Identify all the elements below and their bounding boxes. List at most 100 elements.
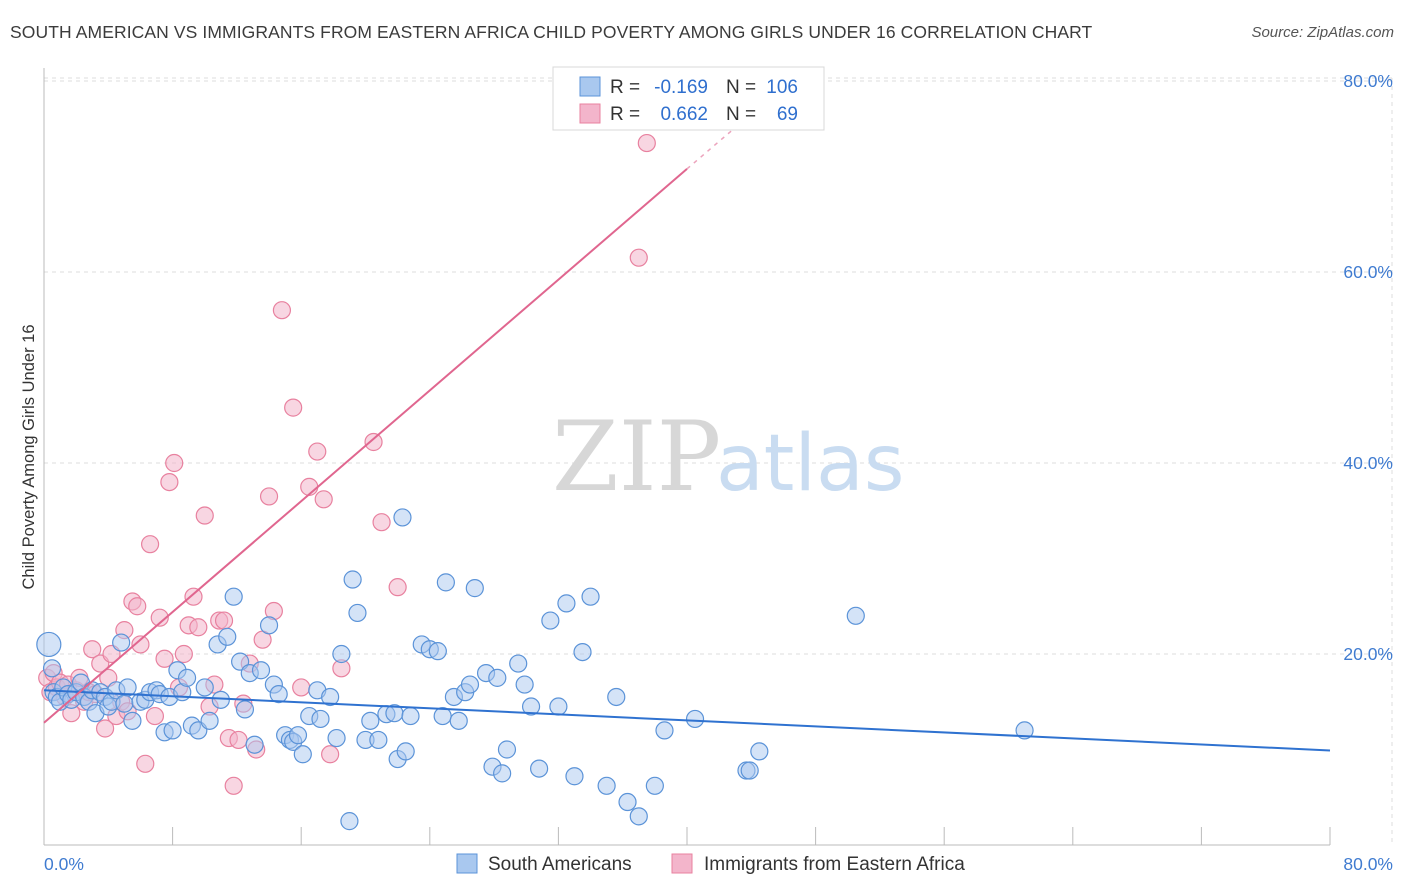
source-credit: Source: ZipAtlas.com: [1251, 24, 1394, 41]
point-south-americans: [597, 776, 616, 795]
point-south-americans: [332, 644, 351, 664]
point-eastern-africa: [165, 453, 184, 473]
legend-r-value-1: -0.169: [654, 77, 708, 98]
point-south-americans: [655, 721, 674, 740]
point-south-americans: [549, 697, 568, 716]
point-eastern-africa: [136, 754, 155, 773]
point-eastern-africa: [224, 776, 243, 795]
point-south-americans: [618, 792, 637, 812]
point-south-americans: [573, 642, 592, 662]
point-eastern-africa: [259, 487, 279, 506]
point-south-americans: [521, 697, 541, 716]
y-tick-labels: 20.0% 40.0% 60.0% 80.0%: [1343, 71, 1393, 664]
point-south-americans: [581, 587, 600, 606]
point-eastern-africa: [388, 578, 407, 597]
point-south-americans: [750, 742, 769, 761]
point-eastern-africa: [145, 706, 165, 726]
point-south-americans: [269, 685, 288, 704]
point-eastern-africa: [300, 477, 319, 496]
point-south-americans: [200, 711, 219, 730]
point-south-americans: [515, 675, 534, 694]
point-eastern-africa: [189, 618, 208, 637]
watermark: ZIP atlas: [552, 401, 905, 513]
point-eastern-africa: [284, 398, 303, 417]
point-eastern-africa: [637, 133, 656, 153]
x-tick-label: 0.0%: [44, 854, 84, 874]
legend-r-label-1: R =: [610, 77, 640, 98]
point-eastern-africa: [95, 719, 115, 738]
chart-title: SOUTH AMERICAN VS IMMIGRANTS FROM EASTER…: [10, 22, 1093, 42]
point-eastern-africa: [155, 649, 174, 668]
point-south-americans: [401, 706, 420, 726]
point-south-americans: [396, 742, 415, 761]
y-tick-label: 20.0%: [1343, 644, 1393, 664]
point-eastern-africa: [308, 442, 327, 461]
watermark-atlas: atlas: [716, 419, 905, 509]
legend-swatch-pink: [579, 103, 601, 124]
point-eastern-africa: [321, 745, 340, 764]
point-south-americans: [565, 767, 584, 786]
point-eastern-africa: [292, 678, 311, 697]
axes: [43, 68, 1331, 846]
point-south-americans: [369, 730, 388, 750]
point-south-americans: [115, 694, 134, 713]
point-south-americans: [118, 678, 137, 697]
legend-n-label-1: N =: [726, 77, 756, 98]
point-south-americans: [311, 709, 330, 729]
point-south-americans: [42, 659, 62, 678]
point-south-americans: [251, 661, 271, 680]
point-south-americans: [218, 627, 237, 646]
y-tick-label: 40.0%: [1343, 453, 1393, 473]
point-south-americans: [177, 668, 197, 687]
point-south-americans: [465, 579, 484, 598]
point-eastern-africa: [83, 640, 102, 659]
legend-n-label-2: N =: [726, 104, 756, 125]
trend-lines: [43, 99, 1331, 752]
point-south-americans: [288, 726, 308, 745]
legend-box: R = -0.169 N = 106 R = 0.662 N = 69: [552, 66, 825, 131]
point-south-americans: [488, 668, 507, 687]
point-south-americans: [509, 654, 528, 673]
bottom-legend-label-1: South Americans: [488, 854, 632, 875]
point-south-americans: [393, 508, 412, 527]
y-tick-label: 60.0%: [1343, 262, 1393, 282]
point-south-americans: [497, 740, 517, 759]
trend-line-south-americans: [43, 689, 1331, 752]
point-south-americans: [224, 587, 243, 606]
legend-n-value-1: 106: [766, 77, 798, 98]
point-south-americans: [163, 721, 182, 740]
point-south-americans: [645, 776, 664, 795]
point-eastern-africa: [214, 611, 234, 630]
point-eastern-africa: [195, 506, 214, 525]
point-south-americans: [340, 812, 359, 831]
series-south-americans: [36, 508, 1034, 831]
point-eastern-africa: [140, 535, 160, 554]
point-south-americans: [361, 711, 380, 730]
point-eastern-africa: [184, 587, 203, 606]
point-eastern-africa: [229, 730, 248, 750]
point-eastern-africa: [372, 513, 391, 532]
point-south-americans: [348, 603, 367, 623]
point-eastern-africa: [314, 490, 333, 509]
point-south-americans: [449, 711, 468, 730]
point-south-americans: [541, 611, 560, 630]
x-tick-labels: 0.0% 80.0%: [44, 854, 1393, 874]
point-south-americans: [195, 678, 214, 697]
point-south-americans: [846, 606, 865, 625]
point-south-americans: [327, 728, 346, 748]
x-tick-label: 80.0%: [1343, 854, 1393, 874]
point-south-americans: [259, 616, 279, 635]
bottom-legend-swatch-pink: [671, 853, 693, 874]
point-south-americans: [123, 711, 142, 730]
point-south-americans: [36, 631, 62, 658]
point-south-americans: [607, 687, 626, 707]
point-eastern-africa: [174, 644, 193, 664]
legend-n-value-2: 69: [777, 104, 798, 125]
point-south-americans: [245, 735, 264, 754]
point-eastern-africa: [150, 608, 169, 627]
point-south-americans: [557, 594, 576, 613]
legend-r-label-2: R =: [610, 104, 640, 125]
watermark-zip: ZIP: [552, 401, 721, 513]
point-eastern-africa: [160, 473, 179, 492]
